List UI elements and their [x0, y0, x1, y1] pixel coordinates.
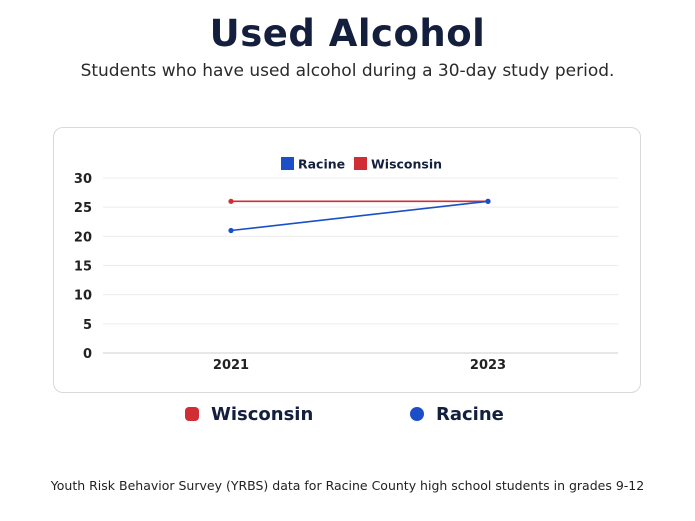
data-point-racine: [228, 227, 234, 234]
y-tick-label: 10: [74, 289, 92, 304]
data-point-racine: [485, 198, 491, 204]
x-tick-label: 2023: [470, 358, 506, 373]
legend-swatch-racine: [281, 157, 294, 170]
wisconsin-marker-icon: [185, 407, 199, 421]
racine-marker-icon: [410, 407, 424, 421]
y-tick-label: 5: [83, 318, 92, 333]
outer-legend-item-racine: Racine: [410, 400, 504, 428]
x-tick-label: 2021: [213, 358, 249, 373]
y-tick-label: 30: [74, 172, 92, 187]
y-tick-label: 25: [74, 201, 92, 216]
page-title: Used Alcohol: [209, 12, 486, 55]
series-line-racine: [230, 200, 489, 232]
legend-label: Racine: [298, 157, 345, 172]
page-subtitle: Students who have used alcohol during a …: [80, 61, 615, 81]
y-tick-label: 20: [74, 230, 92, 245]
legend-label: Wisconsin: [371, 157, 442, 172]
outer-legend-label: Racine: [436, 403, 504, 425]
y-tick-label: 0: [83, 347, 92, 362]
data-point-wisconsin: [228, 198, 234, 204]
outer-legend-label: Wisconsin: [211, 403, 314, 425]
legend-swatch-wisconsin: [354, 157, 367, 170]
chart-card: [53, 127, 641, 393]
outer-legend-item-wisconsin: Wisconsin: [185, 400, 313, 428]
source-note: Youth Risk Behavior Survey (YRBS) data f…: [50, 478, 645, 493]
y-tick-label: 15: [74, 260, 92, 275]
